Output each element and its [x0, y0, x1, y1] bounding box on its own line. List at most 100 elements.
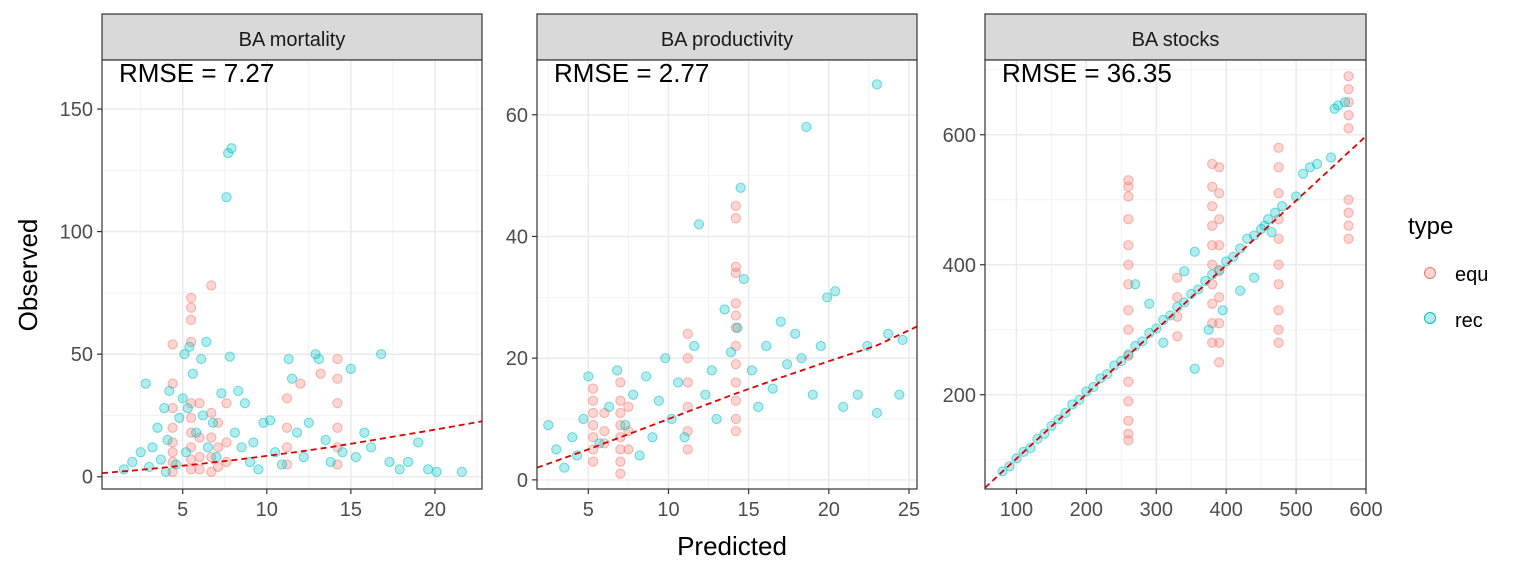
point-equ — [623, 426, 634, 437]
point-rec — [207, 417, 219, 428]
point-equ — [167, 437, 178, 448]
y-tick-label: 20 — [506, 348, 528, 370]
x-tick-label: 5 — [177, 499, 188, 521]
x-axis-title: Predicted — [677, 531, 787, 561]
point-equ — [206, 407, 217, 419]
point-equ — [1123, 305, 1134, 316]
point-rec — [725, 346, 737, 358]
point-rec — [1130, 340, 1141, 352]
point-equ — [206, 280, 217, 291]
point-equ — [281, 393, 293, 404]
point-rec — [775, 316, 786, 327]
x-tick-label: 20 — [818, 499, 840, 521]
point-rec — [1270, 207, 1281, 218]
point-equ — [194, 398, 205, 409]
point-equ — [1123, 259, 1134, 270]
point-rec — [807, 389, 818, 400]
point-rec — [693, 219, 705, 230]
point-rec — [1158, 337, 1169, 348]
point-rec — [216, 388, 227, 399]
series-rec — [543, 79, 908, 473]
point-equ — [1123, 240, 1134, 251]
fit-line — [537, 325, 917, 469]
point-rec — [660, 353, 671, 364]
fit-line — [985, 135, 1366, 489]
facet-strip-label: BA stocks — [1132, 29, 1220, 51]
point-rec — [233, 385, 244, 397]
point-equ — [281, 442, 293, 453]
point-rec — [1249, 272, 1260, 283]
facet-strip — [536, 13, 918, 61]
point-rec — [184, 341, 195, 352]
point-rec — [1189, 246, 1200, 257]
point-rec — [359, 427, 370, 438]
x-tick-label: 400 — [1209, 499, 1242, 521]
point-rec — [1277, 201, 1288, 212]
point-rec — [196, 353, 207, 365]
point-equ — [615, 407, 626, 419]
point-equ — [167, 339, 178, 350]
point-equ — [1207, 337, 1218, 348]
point-equ — [206, 466, 217, 477]
point-rec — [1179, 266, 1190, 277]
panel-border — [101, 59, 483, 490]
point-equ — [221, 398, 232, 409]
point-equ — [186, 292, 197, 303]
point-equ — [1214, 214, 1225, 225]
point-rec — [202, 442, 214, 453]
point-rec — [640, 371, 652, 382]
point-equ — [332, 373, 343, 384]
point-equ — [1273, 305, 1284, 316]
point-equ — [186, 314, 197, 325]
point-equ — [1214, 357, 1225, 368]
point-rec — [376, 349, 387, 360]
point-rec — [384, 456, 395, 468]
point-equ — [1123, 181, 1134, 192]
point-equ — [588, 432, 599, 443]
point-rec — [1325, 152, 1337, 163]
point-equ — [186, 464, 197, 475]
point-rec — [815, 340, 826, 352]
point-equ — [588, 420, 599, 431]
point-rec — [291, 427, 303, 438]
point-equ — [588, 407, 599, 419]
y-tick-label: 150 — [60, 99, 93, 121]
point-rec — [672, 377, 684, 388]
legend-label-equ: equ — [1455, 264, 1488, 286]
point-rec — [325, 456, 336, 468]
facet-strip — [101, 13, 483, 61]
point-rec — [830, 286, 841, 297]
point-rec — [226, 143, 237, 154]
x-tick-label: 100 — [1000, 499, 1033, 521]
point-equ — [1273, 324, 1284, 335]
point-equ — [1207, 220, 1218, 231]
point-rec — [1165, 310, 1176, 321]
point-equ — [615, 395, 626, 406]
point-equ — [730, 395, 741, 406]
point-rec — [1144, 298, 1155, 309]
point-rec — [350, 452, 361, 463]
point-equ — [1123, 435, 1134, 446]
point-rec — [191, 427, 202, 438]
point-rec — [706, 365, 717, 376]
y-tick-label: 50 — [71, 344, 93, 366]
point-rec — [229, 427, 240, 438]
point-equ — [1207, 181, 1218, 192]
point-rec — [1193, 284, 1204, 295]
x-tick-label: 10 — [657, 499, 679, 521]
point-equ — [1273, 188, 1284, 199]
point-rec — [147, 442, 158, 453]
rmse-annotation: RMSE = 36.35 — [1002, 58, 1172, 88]
x-tick-label: 300 — [1140, 499, 1173, 521]
point-rec — [767, 383, 778, 394]
point-rec — [666, 413, 677, 425]
point-rec — [732, 322, 743, 333]
point-rec — [871, 79, 883, 90]
point-rec — [182, 403, 193, 414]
point-equ — [1343, 220, 1354, 231]
point-equ — [682, 426, 693, 437]
point-rec — [402, 456, 414, 468]
point-rec — [620, 420, 631, 431]
